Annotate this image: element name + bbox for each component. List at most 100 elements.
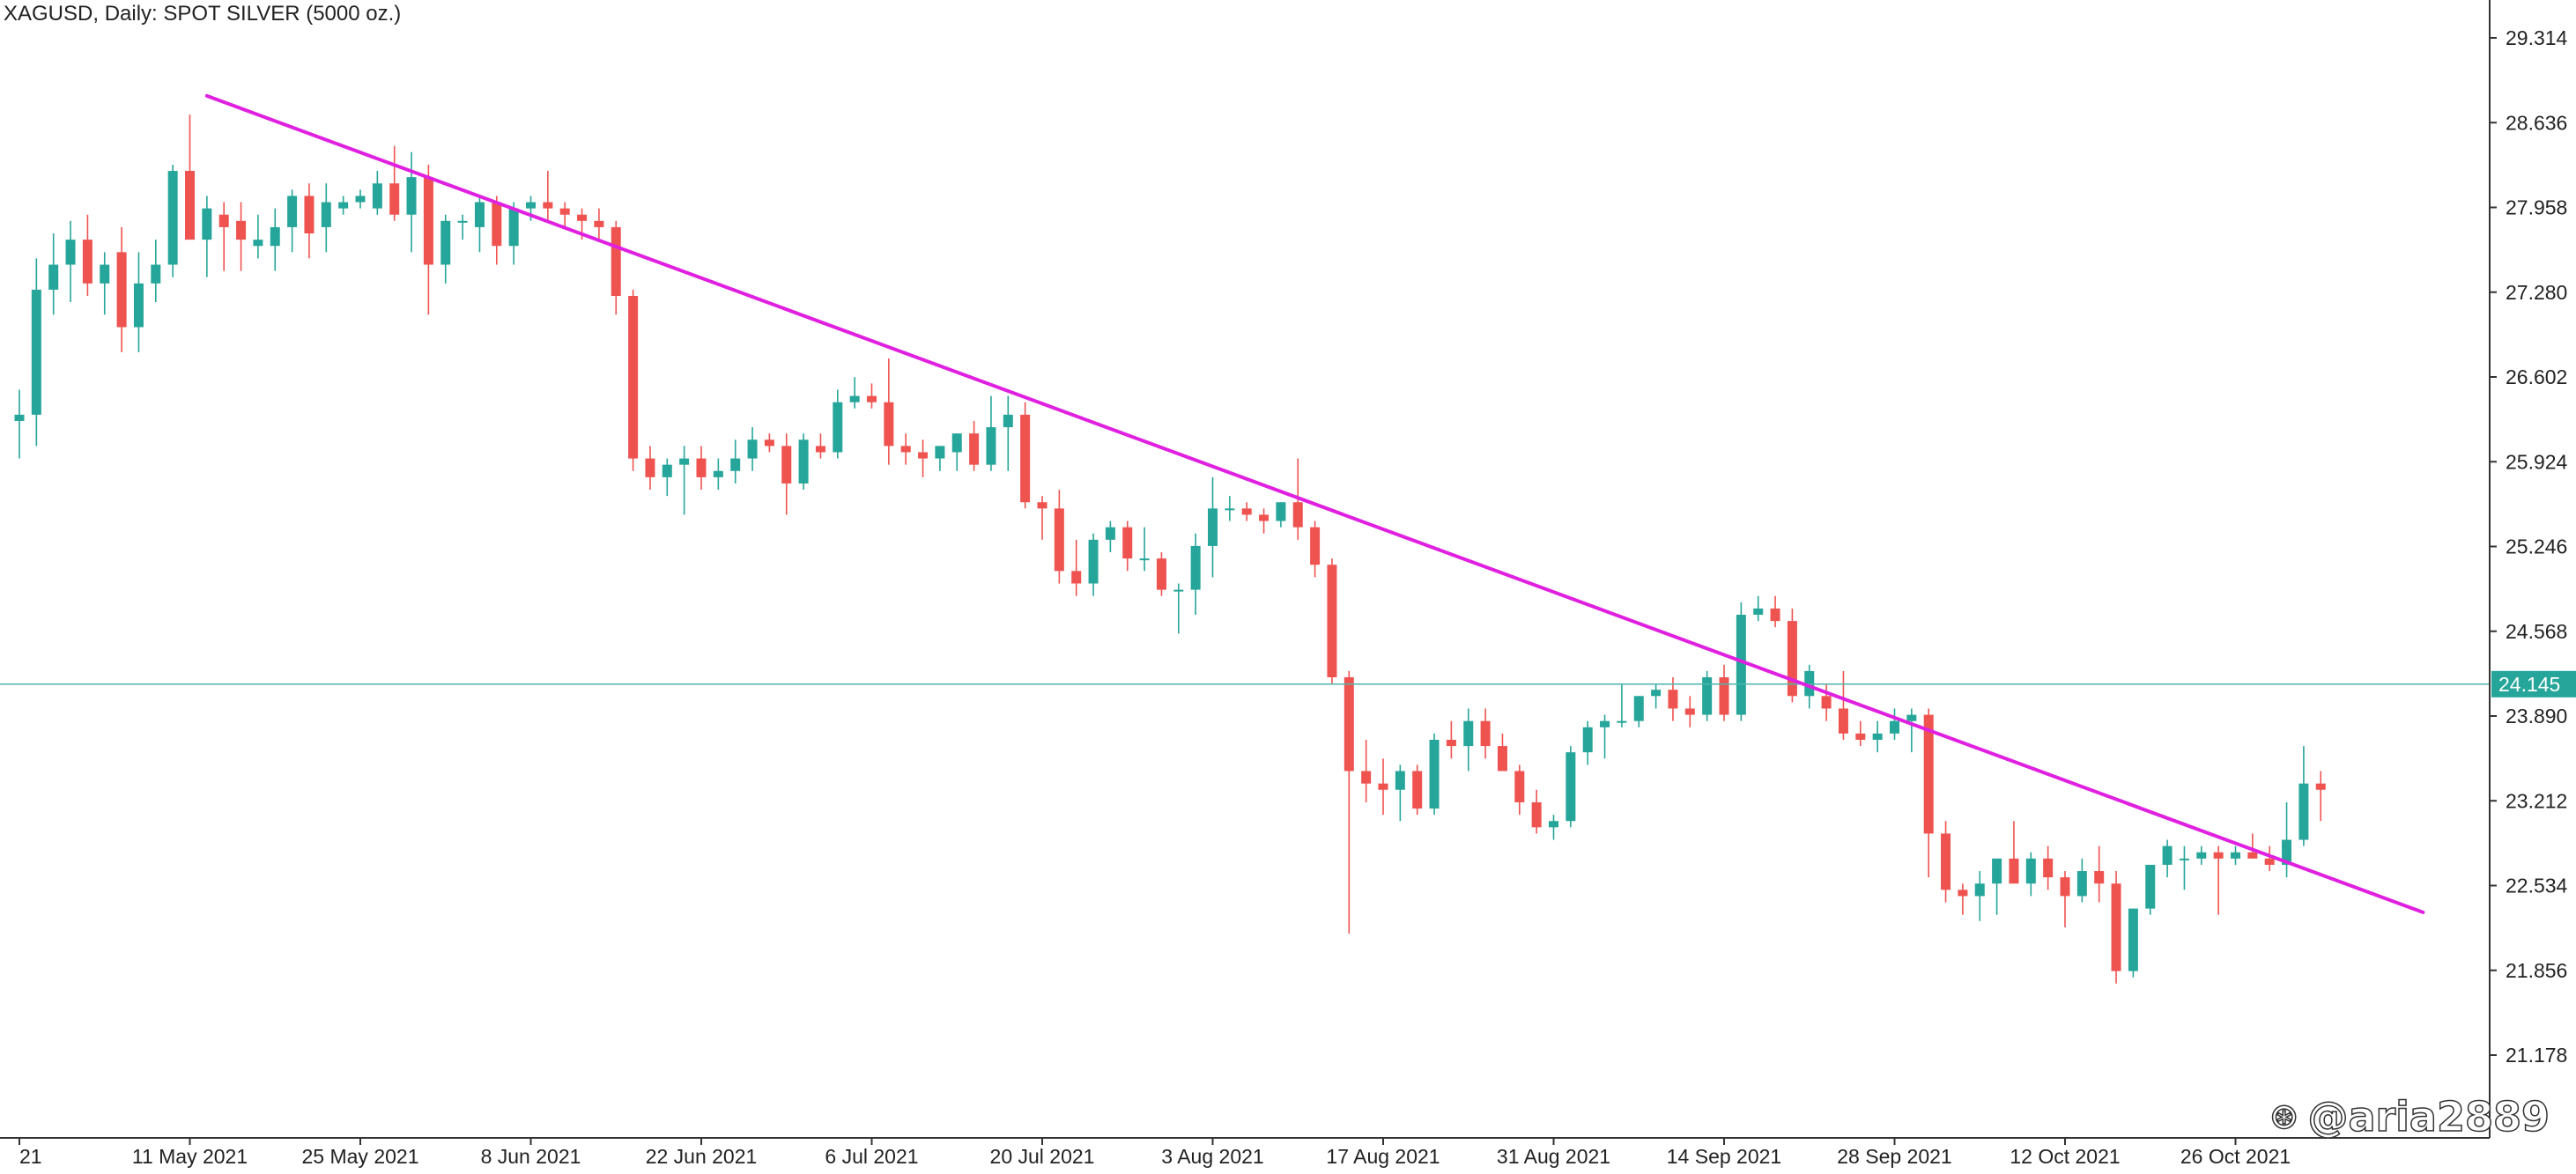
candle-body xyxy=(969,433,980,465)
price-tick-label: 21.178 xyxy=(2506,1044,2567,1067)
candle xyxy=(1412,764,1423,816)
candle-body xyxy=(202,208,212,240)
candle-body xyxy=(1122,527,1133,559)
candle-body xyxy=(65,240,76,265)
candle xyxy=(1549,815,1558,840)
candle-body xyxy=(815,446,825,453)
candle xyxy=(1156,552,1166,596)
time-tick-label: 8 Jun 2021 xyxy=(481,1145,581,1168)
candle-body xyxy=(440,220,451,265)
candle-body xyxy=(48,264,59,290)
time-tick-label: 14 Sep 2021 xyxy=(1667,1145,1781,1168)
candle-body xyxy=(526,202,536,209)
candle-body xyxy=(2094,871,2105,884)
candle-body xyxy=(185,171,195,240)
candle-body xyxy=(918,452,929,459)
candle xyxy=(1054,490,1064,584)
candle xyxy=(1139,527,1150,572)
candle-body xyxy=(423,177,433,265)
candle xyxy=(645,446,655,491)
candle-body xyxy=(1395,771,1405,790)
candle-body xyxy=(1582,727,1593,753)
candle-body xyxy=(1344,676,1354,772)
candle xyxy=(270,208,280,271)
candle xyxy=(2060,871,2070,927)
candle xyxy=(1020,402,1031,509)
candle-body xyxy=(1890,720,1899,734)
candle-body xyxy=(270,226,280,247)
candle xyxy=(48,233,59,315)
candle-body xyxy=(1531,801,1542,828)
candle-body xyxy=(1941,833,1951,890)
candle xyxy=(1276,502,1286,528)
candle xyxy=(2298,746,2309,846)
candle-body xyxy=(1497,746,1507,772)
candle xyxy=(1992,858,2002,915)
candle xyxy=(100,252,110,315)
candle xyxy=(1173,583,1184,634)
candle-body xyxy=(2315,783,2326,790)
candle xyxy=(1088,533,1099,596)
candle xyxy=(218,202,229,271)
candle-body xyxy=(713,470,723,477)
candle-body xyxy=(2162,845,2173,865)
candle xyxy=(1651,683,1662,709)
candle xyxy=(133,252,144,352)
candle xyxy=(713,458,723,491)
candle-body xyxy=(1974,883,1985,897)
candle-body xyxy=(1480,720,1491,747)
candle xyxy=(474,196,485,253)
candle xyxy=(833,389,843,459)
price-tick-label: 29.314 xyxy=(2506,26,2568,49)
price-tick-label: 27.280 xyxy=(2506,281,2567,304)
candle-body xyxy=(867,395,877,402)
candle-body xyxy=(935,446,945,459)
candle xyxy=(1122,521,1133,572)
candle-body xyxy=(1684,708,1695,715)
candle-body xyxy=(457,220,468,223)
candle xyxy=(2196,845,2207,865)
candle xyxy=(679,446,690,515)
candle-body xyxy=(679,458,690,465)
candle xyxy=(1446,720,1456,759)
candle-body xyxy=(406,177,417,215)
candle xyxy=(559,202,570,227)
candle xyxy=(1190,533,1201,616)
candle-body xyxy=(253,240,263,247)
candle xyxy=(2264,845,2275,872)
candle-body xyxy=(167,171,178,265)
candle-body xyxy=(1992,858,2002,884)
candle xyxy=(900,433,911,465)
candle-body xyxy=(1173,589,1184,592)
candle xyxy=(969,420,980,471)
candle xyxy=(1395,764,1405,822)
candle xyxy=(628,289,639,471)
candle-body xyxy=(1378,783,1388,790)
candle xyxy=(1225,496,1235,521)
price-tick-label: 28.636 xyxy=(2506,111,2567,134)
candle-body xyxy=(1190,545,1201,590)
candle xyxy=(440,214,451,284)
candle-body xyxy=(1156,558,1166,590)
candle-body xyxy=(1054,508,1064,572)
candle xyxy=(1600,714,1610,759)
candle-body xyxy=(508,208,519,247)
candle-body xyxy=(1088,539,1099,584)
candle-body xyxy=(1412,771,1423,809)
trend-line[interactable] xyxy=(204,93,2425,914)
candle-body xyxy=(304,196,315,234)
candle-body xyxy=(2213,852,2224,859)
candle-body xyxy=(2025,858,2036,884)
candle xyxy=(116,226,127,352)
candle-body xyxy=(82,240,93,284)
candle-body xyxy=(1105,527,1115,540)
candle xyxy=(372,171,382,215)
candle xyxy=(31,258,41,447)
candle xyxy=(167,164,178,277)
candle-body xyxy=(747,439,758,459)
candle-body xyxy=(1787,621,1797,697)
candle-body xyxy=(2179,858,2189,860)
candle xyxy=(65,220,76,303)
candle xyxy=(253,214,263,259)
time-tick-label: 28 Sep 2021 xyxy=(1837,1145,1951,1168)
